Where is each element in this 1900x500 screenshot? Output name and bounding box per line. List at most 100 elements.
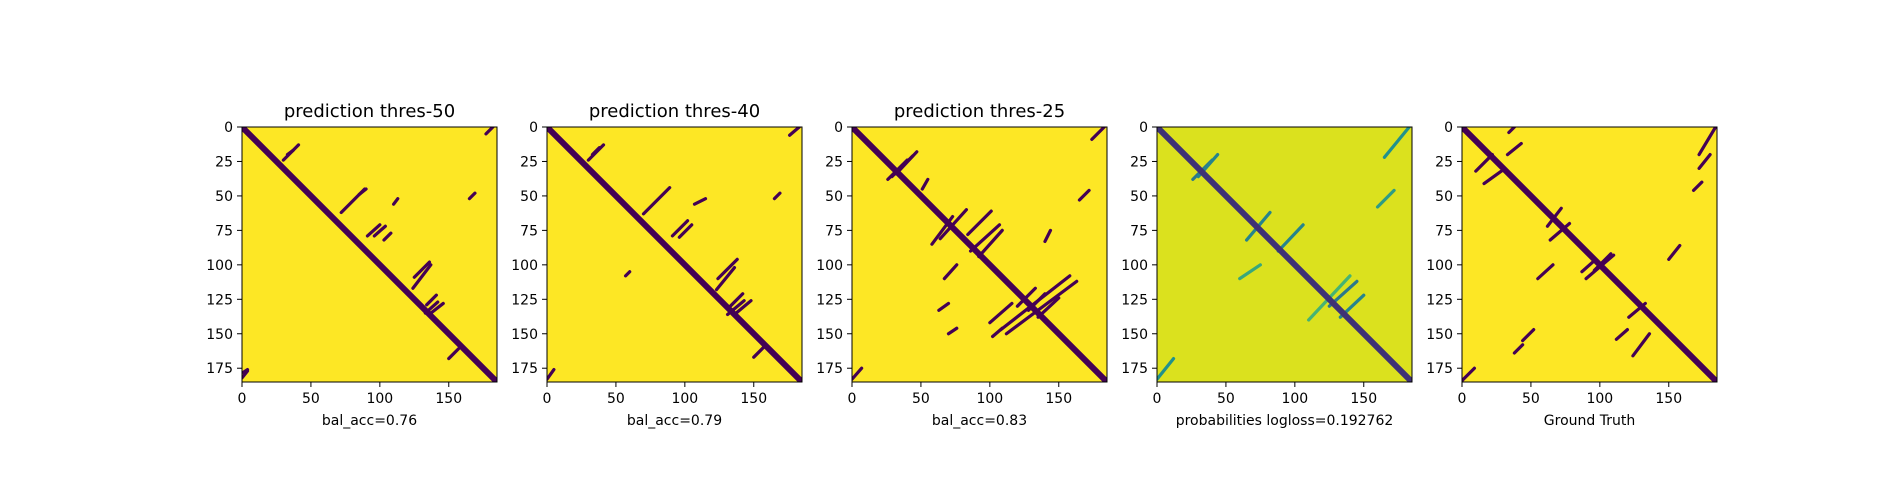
contact-segment [1276, 223, 1305, 253]
contact-segment [1536, 263, 1555, 281]
contact-segment [920, 177, 930, 191]
y-tick-label: 175 [206, 361, 233, 377]
contact-segment [787, 127, 801, 137]
x-tick-label: 0 [1458, 391, 1467, 407]
x-tick-label: 0 [848, 391, 857, 407]
contact-segment [732, 299, 753, 317]
y-tick-label: 25 [520, 154, 538, 170]
contact-segment [1238, 263, 1262, 281]
y-tick-label: 25 [215, 154, 233, 170]
contact-segment [988, 301, 1014, 325]
y-tick-label: 125 [1426, 292, 1453, 308]
x-tick-label: 150 [1350, 391, 1377, 407]
x-axis-label: bal_acc=0.76 [322, 413, 417, 429]
x-tick-label: 50 [302, 391, 320, 407]
x-tick-label: 150 [435, 391, 462, 407]
panel-title: prediction thres-50 [284, 101, 455, 122]
contact-segment [1077, 188, 1091, 202]
contact-segment [547, 367, 556, 381]
y-tick-label: 0 [224, 120, 233, 136]
contact-segment [670, 219, 690, 238]
contact-segment [285, 148, 295, 157]
y-tick-label: 50 [215, 189, 233, 205]
y-tick-label: 125 [816, 292, 843, 308]
x-axis-label: Ground Truth [1544, 413, 1635, 429]
y-tick-label: 75 [1130, 223, 1148, 239]
contact-segment [1521, 328, 1536, 343]
contact-segment [242, 367, 250, 374]
y-tick-label: 0 [1444, 120, 1453, 136]
axes-frame [546, 126, 803, 383]
x-tick-label: 100 [1586, 391, 1613, 407]
y-tick-label: 175 [1426, 361, 1453, 377]
contact-segment [1580, 259, 1596, 274]
contact-segment [1697, 152, 1712, 170]
contact-segment [1507, 127, 1516, 135]
contact-segment [716, 257, 739, 281]
contact-segment [728, 292, 745, 308]
y-tick-label: 175 [1121, 361, 1148, 377]
contact-segment [714, 265, 737, 292]
contact-segment [772, 191, 782, 201]
y-tick-label: 75 [215, 223, 233, 239]
x-tick-label: 100 [366, 391, 393, 407]
contact-segment [1631, 332, 1652, 358]
y-tick-label: 125 [511, 292, 538, 308]
contact-segment [942, 263, 959, 281]
y-tick-label: 175 [511, 361, 538, 377]
contact-segment [1157, 356, 1176, 381]
x-axis-label: bal_acc=0.79 [627, 413, 722, 429]
contact-segment [692, 197, 708, 206]
y-tick-label: 150 [1121, 327, 1148, 343]
contact-segment [447, 347, 461, 361]
contact-segment [1505, 141, 1523, 157]
y-tick-label: 25 [1130, 154, 1148, 170]
contact-segment [1512, 343, 1525, 355]
x-axis-label: probabilities logloss=0.192762 [1176, 413, 1394, 429]
y-tick-label: 75 [520, 223, 538, 239]
contact-segment [429, 301, 445, 315]
contact-segment [1691, 180, 1704, 193]
contact-segment [1004, 279, 1079, 336]
contact-segment [894, 150, 919, 176]
contact-segment [977, 228, 1004, 259]
contact-segment [484, 127, 495, 136]
y-tick-label: 50 [825, 189, 843, 205]
contact-segment [937, 301, 951, 312]
x-axis-label: bal_acc=0.83 [932, 413, 1027, 429]
diagonal-band [1157, 127, 1412, 382]
y-tick-label: 25 [825, 154, 843, 170]
contact-segment [392, 197, 400, 206]
y-tick-label: 75 [1435, 223, 1453, 239]
contact-segment [365, 223, 382, 238]
contact-segment [357, 187, 368, 197]
axes-frame [851, 126, 1108, 383]
contact-segment [752, 344, 767, 359]
contact-segment [467, 191, 477, 201]
x-tick-label: 50 [1217, 391, 1235, 407]
x-tick-label: 0 [1153, 391, 1162, 407]
panel-2: 0 50 100 150 0 25 50 75 100 125 150 175 prediction t… [511, 101, 803, 429]
x-tick-label: 100 [1281, 391, 1308, 407]
y-tick-label: 125 [206, 292, 233, 308]
y-tick-label: 150 [511, 327, 538, 343]
y-tick-label: 0 [1139, 120, 1148, 136]
contact-segment [1614, 328, 1630, 341]
contact-segment [1548, 221, 1572, 242]
y-tick-label: 150 [1426, 327, 1453, 343]
y-tick-label: 50 [520, 189, 538, 205]
y-tick-label: 100 [1121, 258, 1148, 274]
panel-title: prediction thres-40 [589, 101, 760, 122]
y-tick-label: 100 [816, 258, 843, 274]
diagonal-band [242, 127, 497, 382]
y-tick-label: 50 [1130, 189, 1148, 205]
panel-1: 0 50 100 150 0 25 50 75 100 125 150 175 prediction t… [206, 101, 498, 429]
x-tick-label: 50 [1522, 391, 1540, 407]
y-tick-label: 150 [816, 327, 843, 343]
x-tick-label: 150 [740, 391, 767, 407]
axes-frame [241, 126, 498, 383]
contact-segment [677, 223, 694, 239]
contact-segment [372, 224, 387, 238]
x-tick-label: 150 [1045, 391, 1072, 407]
